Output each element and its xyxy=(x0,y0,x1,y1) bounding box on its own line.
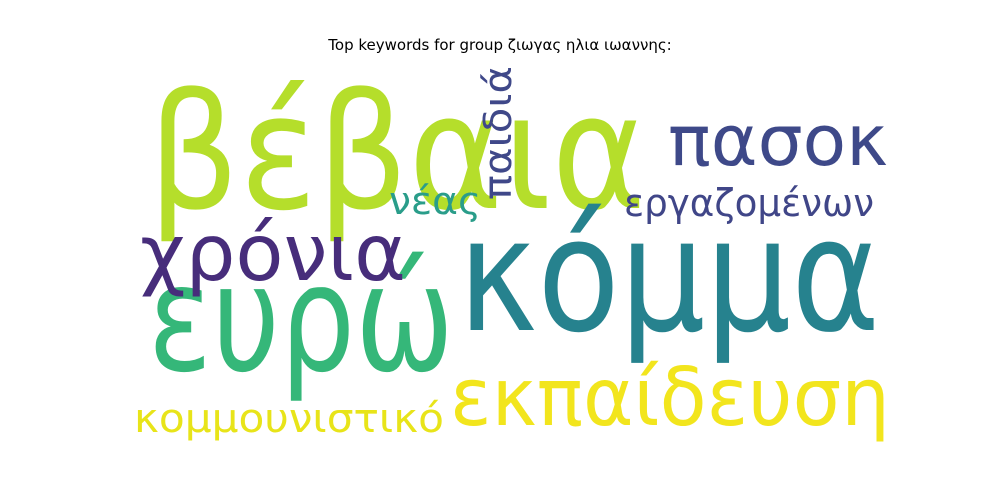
word-pasok: πασοκ xyxy=(668,100,888,182)
word-ergazomenon: εργαζομένων xyxy=(624,181,874,225)
word-ekpaidefsi: εκπαίδευση xyxy=(450,351,890,444)
word-kommounistiko: κομμουνιστικό xyxy=(134,396,444,442)
word-komma: κόμμα xyxy=(458,184,880,368)
word-beveia: βέβαια xyxy=(148,59,646,246)
word-paidia: παιδιά xyxy=(476,66,520,200)
chart-title: Top keywords for group ζιωγας ηλια ιωανν… xyxy=(328,36,672,54)
word-chronia: χρόνια xyxy=(140,209,406,299)
word-evro: ευρώ xyxy=(148,233,454,405)
word-neas: νέας xyxy=(389,179,481,223)
